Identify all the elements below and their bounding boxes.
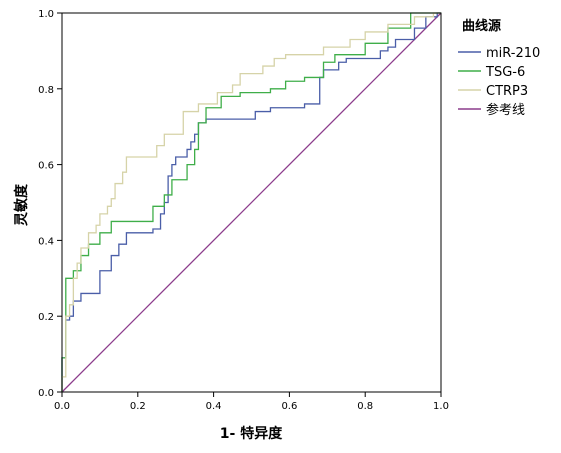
series-line-参考线: [61, 12, 442, 393]
legend-label: CTRP3: [486, 84, 528, 99]
plot-area: [61, 12, 442, 393]
legend-label: miR-210: [486, 46, 540, 61]
x-tick-label: 0.6: [281, 401, 297, 412]
y-tick-label: 0.4: [38, 236, 54, 247]
x-axis-title: 1- 特异度: [220, 425, 283, 442]
y-axis-title: 灵敏度: [13, 183, 30, 226]
series-line-TSG-6: [61, 12, 441, 392]
x-tick-label: 1.0: [433, 401, 449, 412]
y-tick-label: 0.8: [38, 85, 54, 96]
plot-frame: [61, 12, 442, 393]
x-tick-label: 0.2: [130, 401, 146, 412]
axes: 0.0 0.2 0.4 0.6 0.8 1.0 0.0 0.2 0.4 0.6 0.8 1.0: [38, 9, 449, 412]
y-tick-label: 0.0: [38, 388, 54, 399]
legend-label: 参考线: [486, 102, 525, 118]
y-tick-label: 0.6: [38, 161, 54, 172]
x-tick-label: 0.4: [206, 401, 222, 412]
y-tick-label: 1.0: [38, 9, 54, 20]
y-tick-label: 0.2: [38, 312, 54, 323]
x-tick-label: 0.8: [357, 401, 373, 412]
legend: miR-210 TSG-6 CTRP3 参考线: [458, 46, 540, 118]
legend-title: 曲线源: [462, 18, 501, 34]
legend-label: TSG-6: [485, 65, 525, 80]
x-tick-label: 0.0: [54, 401, 70, 412]
series-line-CTRP3: [61, 12, 441, 392]
series-line-miR-210: [61, 12, 441, 392]
